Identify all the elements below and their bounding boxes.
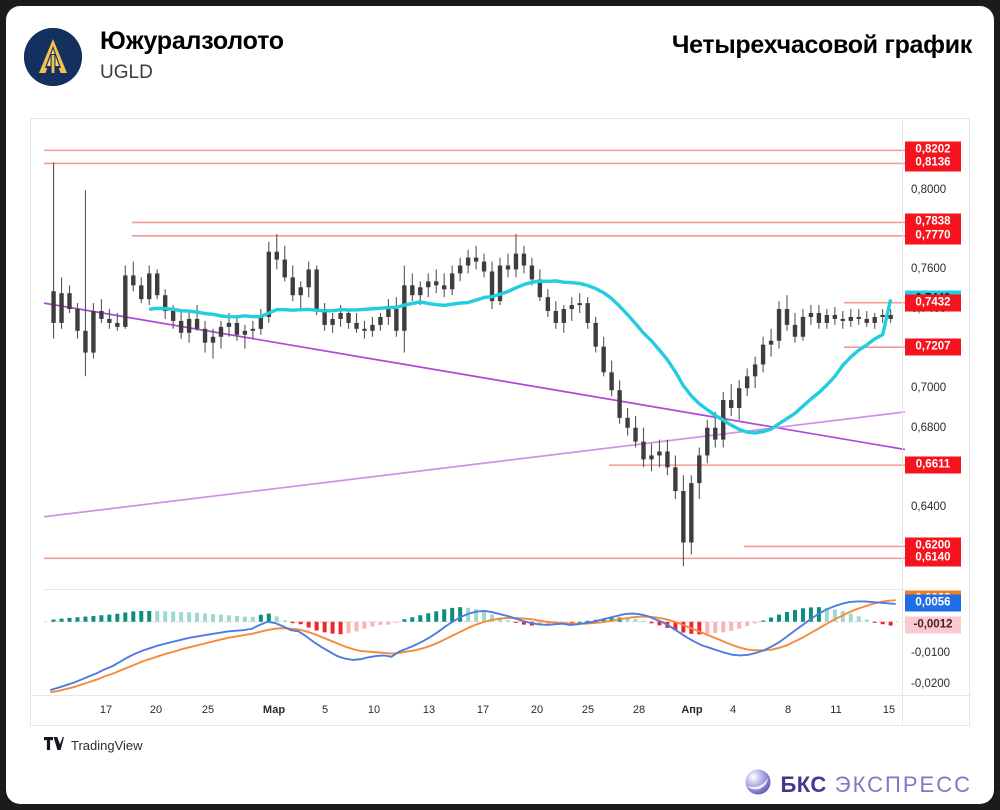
ticker-symbol: UGLD xyxy=(100,62,153,83)
time-axis-label: 25 xyxy=(201,704,215,716)
price-level-badge[interactable]: 0,8202 xyxy=(905,141,961,159)
price-axis[interactable]: 0,74000,82020,81360,80000,78380,77700,76… xyxy=(903,119,969,725)
price-level-badge[interactable]: 0,7838 xyxy=(905,213,961,231)
price-tick-label: 0,7600 xyxy=(911,263,947,276)
macd-value-badge[interactable]: -0,0012 xyxy=(905,616,961,634)
ugld-shield-icon xyxy=(24,28,82,86)
chart-header: Южуралзолото UGLD Четырехчасовой график xyxy=(6,6,994,110)
macd-value-badge[interactable]: 0,0056 xyxy=(905,594,961,612)
price-level-badge[interactable]: 0,6611 xyxy=(905,456,961,474)
time-axis-label: Апр xyxy=(681,704,703,716)
price-tick-label: 0,8000 xyxy=(911,184,947,197)
price-level-badge[interactable]: 0,7770 xyxy=(905,227,961,245)
time-axis-label: 13 xyxy=(422,704,436,716)
bks-label: БКС xyxy=(780,771,827,797)
price-level-badge[interactable]: 0,6140 xyxy=(905,549,961,567)
tradingview-credit[interactable]: TradingView xyxy=(44,737,143,753)
chart-card: Южуралзолото UGLD Четырехчасовой график … xyxy=(6,6,994,804)
price-tick-label: 0,7000 xyxy=(911,382,947,395)
time-axis-label: 28 xyxy=(632,704,646,716)
time-axis-label: 20 xyxy=(530,704,544,716)
price-level-badge[interactable]: 0,8136 xyxy=(905,154,961,172)
time-axis-label: 4 xyxy=(729,704,737,716)
tradingview-label: TradingView xyxy=(71,737,143,753)
time-axis-label: 15 xyxy=(882,704,896,716)
time-axis-label: 17 xyxy=(99,704,113,716)
time-axis-label: 11 xyxy=(830,704,842,716)
price-tick-label: 0,6800 xyxy=(911,421,947,434)
ticker-name: Южуралзолото xyxy=(100,27,284,55)
time-axis-label: 17 xyxy=(476,704,490,716)
macd-tick-label: -0,0200 xyxy=(911,678,951,691)
price-level-badge[interactable]: 0,7432 xyxy=(905,294,961,312)
time-axis: 17 20 25 Мар 5 10 13 17 20 25 28 Апр 4 8 11 15 xyxy=(31,695,971,725)
time-axis-label: 20 xyxy=(149,704,163,716)
price-level-badge[interactable]: 0,7207 xyxy=(905,338,961,356)
bks-sphere-icon xyxy=(744,768,772,801)
express-label: ЭКСПРЕСС xyxy=(834,771,972,797)
macd-pane[interactable] xyxy=(44,589,905,697)
time-axis-label: 10 xyxy=(367,704,381,716)
time-axis-label: 5 xyxy=(321,704,329,716)
price-plot xyxy=(44,149,905,567)
macd-tick-label: -0,0100 xyxy=(911,646,951,659)
time-axis-label: 25 xyxy=(581,704,595,716)
tradingview-icon xyxy=(44,737,64,753)
axis-separator xyxy=(902,119,903,725)
price-tick-label: 0,6400 xyxy=(911,500,947,513)
bks-express-logo: БКС ЭКСПРЕСС xyxy=(744,768,972,801)
price-pane[interactable] xyxy=(44,131,905,586)
macd-plot xyxy=(44,599,905,694)
time-axis-label: Мар xyxy=(262,704,286,716)
chart-caption: Четырехчасовой график xyxy=(671,31,972,59)
chart-shell: 0,74000,82020,81360,80000,78380,77700,76… xyxy=(30,118,971,726)
title-block: Южуралзолото UGLD xyxy=(100,26,284,85)
time-axis-label: 8 xyxy=(784,704,792,716)
